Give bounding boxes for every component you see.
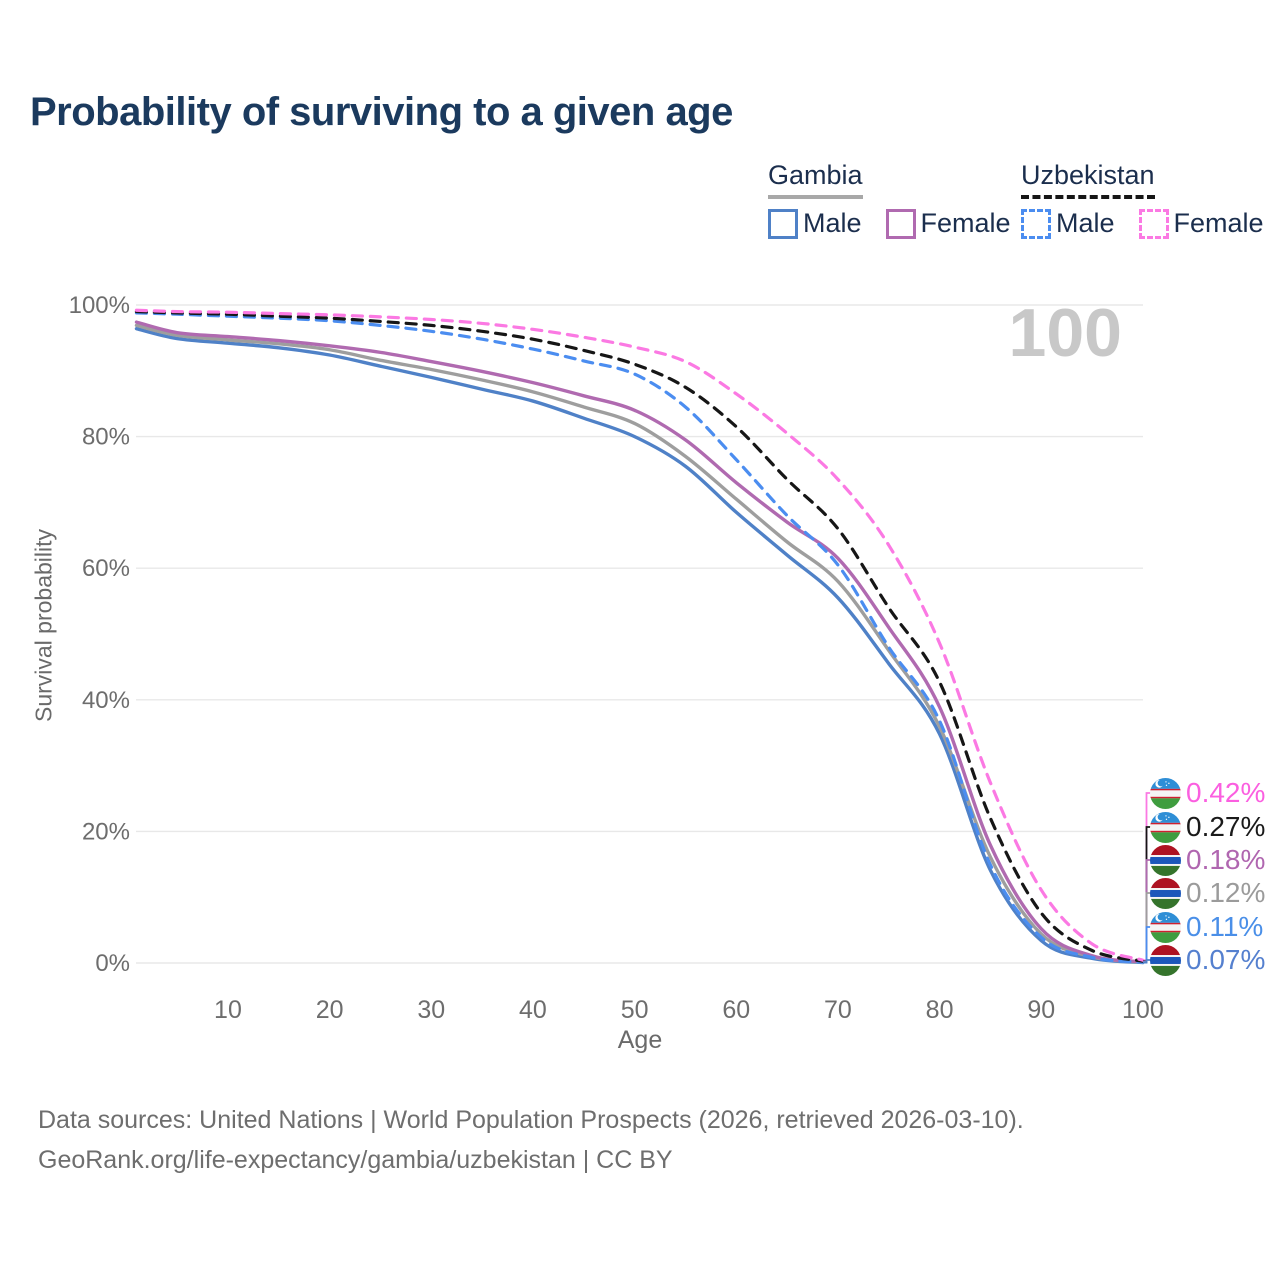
footer-data-sources: Data sources: United Nations | World Pop…	[38, 1106, 1024, 1134]
uzbekistan-flag-icon	[1150, 911, 1181, 943]
gambia-flag-icon	[1150, 844, 1181, 876]
end-label-uzbekistan-both: 0.27%	[1150, 811, 1265, 843]
uzbekistan-female-swatch-icon	[1138, 208, 1169, 239]
end-label-gambia-male: 0.07%	[1150, 944, 1265, 976]
gambia-male-swatch-icon	[768, 208, 798, 239]
legend-group-gambia: Gambia Male Female	[768, 160, 1011, 239]
x-tick-label: 60	[722, 996, 750, 1024]
x-tick-label: 10	[214, 996, 242, 1024]
end-value: 0.42%	[1186, 777, 1266, 808]
y-tick-label: 80%	[82, 424, 130, 451]
x-tick-label: 20	[316, 996, 344, 1024]
y-tick-label: 20%	[82, 818, 130, 845]
legend-item-gambia-female: Female	[885, 208, 1011, 239]
end-label-uzbekistan-female: 0.42%	[1150, 777, 1265, 809]
legend-item-uzbekistan-female: Female	[1138, 208, 1264, 239]
x-tick-label: 100	[1122, 996, 1164, 1024]
end-value: 0.11%	[1186, 911, 1264, 942]
y-tick-label: 60%	[82, 555, 130, 582]
x-tick-label: 80	[926, 996, 954, 1024]
x-tick-label: 30	[417, 996, 445, 1024]
leader-line-gm_male	[1143, 959, 1151, 964]
y-tick-label: 0%	[95, 950, 130, 977]
end-value: 0.12%	[1186, 877, 1266, 908]
x-axis-title: Age	[617, 1026, 663, 1054]
legend-item-uzbekistan-male: Male	[1021, 208, 1115, 239]
uzbekistan-flag-icon	[1150, 777, 1181, 809]
legend-header-uzbekistan: Uzbekistan	[1021, 160, 1155, 199]
end-value: 0.27%	[1186, 811, 1266, 842]
curve-gm_both	[134, 323, 1145, 964]
gambia-flag-icon	[1150, 877, 1181, 909]
legend-item-gambia-male: Male	[768, 208, 862, 239]
curve-uz_male	[134, 311, 1145, 964]
y-axis-title: Survival probability	[30, 528, 57, 723]
end-label-uzbekistan-male: 0.11%	[1150, 911, 1263, 943]
curve-gm_male	[134, 326, 1145, 965]
x-tick-label: 70	[824, 996, 852, 1024]
end-value: 0.18%	[1186, 844, 1266, 875]
legend-group-uzbekistan: Uzbekistan Male Female	[1021, 160, 1264, 239]
x-tick-label: 50	[621, 996, 649, 1024]
curve-uz_both	[134, 309, 1145, 963]
uzbekistan-flag-icon	[1150, 811, 1181, 843]
end-label-gambia-female: 0.18%	[1150, 844, 1265, 876]
end-label-gambia-both: 0.12%	[1150, 877, 1265, 909]
x-tick-label: 90	[1027, 996, 1055, 1024]
page-title: Probability of surviving to a given age	[30, 90, 733, 134]
gambia-female-swatch-icon	[885, 208, 916, 239]
x-tick-label: 40	[519, 996, 547, 1024]
age-watermark: 100	[1008, 295, 1122, 371]
gambia-flag-icon	[1150, 944, 1181, 976]
y-tick-label: 100%	[69, 292, 130, 319]
end-value: 0.07%	[1186, 944, 1266, 975]
curve-gm_female	[134, 320, 1145, 964]
curve-uz_female	[134, 308, 1145, 962]
uzbekistan-male-swatch-icon	[1021, 208, 1051, 239]
footer-attribution: GeoRank.org/life-expectancy/gambia/uzbek…	[38, 1146, 673, 1174]
y-tick-label: 40%	[82, 687, 130, 714]
legend-header-gambia: Gambia	[768, 160, 863, 199]
